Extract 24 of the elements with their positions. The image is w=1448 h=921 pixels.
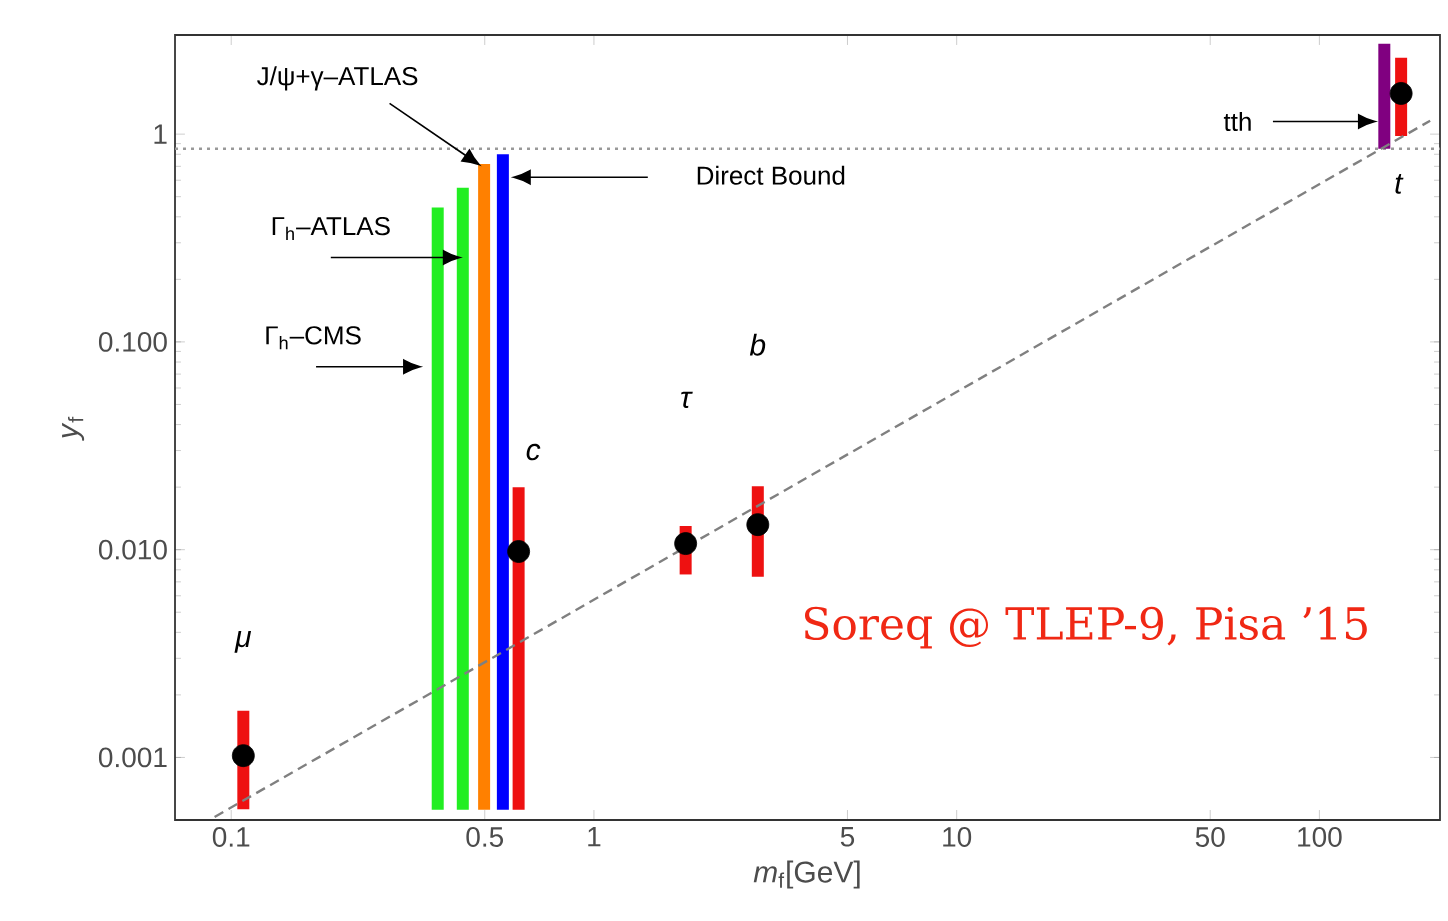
annotation: b [749, 333, 766, 356]
annotation: τ [681, 391, 693, 408]
x-tick-label: 0.5 [466, 827, 504, 847]
x-tick-label: 10 [943, 827, 972, 847]
x-tick-label: 5 [840, 827, 855, 847]
annotation: t [1395, 174, 1404, 194]
annotation: tth [1223, 112, 1251, 132]
annotation: Direct Bound [697, 165, 845, 185]
y-tick-label: 0.001 [98, 747, 167, 768]
y-tick-label: 1 [154, 124, 167, 144]
annotation: J/ψ+γ–ATLAS [257, 66, 418, 91]
annotation: Γ$_{h}$–ATLAS [272, 216, 390, 240]
x-tick-label: 1 [588, 827, 601, 847]
y-tick-label: 0.100 [98, 331, 167, 352]
annotation: c [526, 443, 541, 461]
x-axis-title: m$_{f}$[GeV] [753, 860, 860, 889]
x-tick-label: 50 [1195, 827, 1225, 847]
annotation: μ [234, 631, 252, 653]
annotation: Soreq @ TLEP-9, Pisa ’15 [804, 606, 1367, 649]
annotation: Γ$_{h}$–CMS [266, 326, 361, 350]
x-tick-label: 0.1 [212, 827, 250, 847]
y-axis-title: y$_{f}$ [62, 416, 85, 441]
x-tick-label: 100 [1298, 827, 1342, 847]
y-tick-label: 0.010 [98, 539, 167, 560]
